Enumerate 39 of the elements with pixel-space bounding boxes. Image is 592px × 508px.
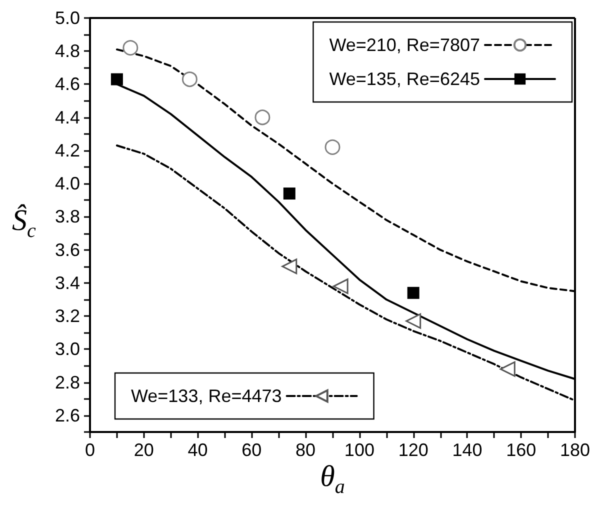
y-tick-label: 3.0 (54, 339, 80, 360)
x-tick-label: 60 (242, 440, 262, 460)
y-tick-label: 3.6 (54, 240, 80, 260)
point (324, 139, 340, 155)
y-tick-label: 5.0 (54, 8, 80, 28)
x-tick-label: 140 (452, 440, 482, 460)
legend-label: We=210, Re=7807 (329, 35, 480, 55)
point (332, 278, 348, 294)
x-tick-label: 120 (398, 440, 428, 460)
y-tick-label: 3.2 (54, 306, 80, 326)
point (122, 40, 138, 56)
point (182, 72, 198, 88)
point (406, 313, 422, 329)
x-tick-label: 180 (560, 440, 590, 460)
point (110, 73, 123, 86)
y-tick-label: 3.8 (54, 206, 80, 227)
point (500, 361, 516, 377)
y-tick-label: 4.4 (54, 107, 80, 128)
x-tick-label: 20 (134, 440, 154, 460)
x-tick-label: 160 (506, 440, 536, 460)
point (254, 110, 270, 126)
y-tick-label: 3.4 (54, 272, 80, 293)
y-tick-label: 4.6 (54, 74, 80, 94)
y-tick-label: 2.8 (54, 372, 80, 392)
point (282, 258, 298, 274)
y-tick-label: 2.6 (54, 405, 80, 426)
point (407, 286, 420, 299)
y-tick-label: 4.8 (54, 41, 80, 62)
y-tick-label: 4.0 (54, 174, 80, 194)
x-tick-label: 100 (344, 440, 374, 460)
x-tick-label: 40 (188, 440, 208, 460)
point (283, 188, 296, 200)
x-axis-title: θ$_{a}$ (320, 460, 345, 498)
y-axis-title: Ŝ$_{c}$ (12, 204, 36, 242)
legend-label: We=135, Re=6245 (329, 69, 480, 89)
x-tick-label: 80 (296, 440, 316, 460)
x-tick-label: 0 (84, 440, 96, 460)
y-tick-label: 4.2 (54, 140, 80, 160)
legend-label: We=133, Re=4473 (130, 386, 282, 406)
